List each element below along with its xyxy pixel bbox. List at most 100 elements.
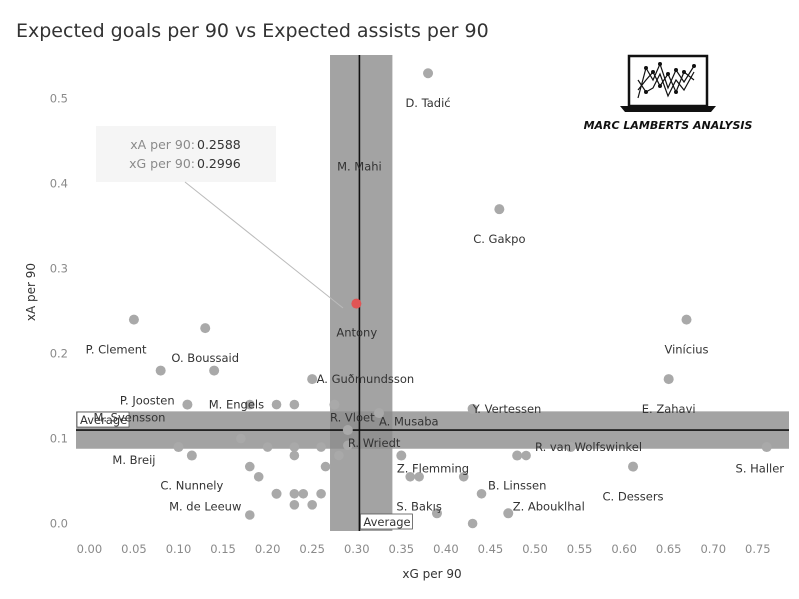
y-tick-label: 0.5	[50, 92, 68, 106]
y-tick-label: 0.4	[50, 177, 68, 191]
point-label: S. Bakış	[396, 500, 441, 514]
labels-layer: D. Tadić M. Mahi C. Gakpo Antony P. Clement O…	[86, 96, 785, 514]
data-point	[128, 314, 139, 325]
data-point	[396, 450, 407, 461]
data-point	[155, 365, 166, 376]
data-point	[271, 488, 282, 499]
highlighted-data-point	[351, 298, 362, 309]
point-label: S. Haller	[736, 461, 785, 475]
point-label: Antony	[336, 325, 377, 339]
y-axis-title: xA per 90	[24, 263, 38, 321]
data-point	[681, 314, 692, 325]
y-tick-label: 0.3	[50, 262, 68, 276]
point-label: M. de Leeuw	[169, 500, 241, 514]
data-point	[329, 399, 340, 410]
point-label: C. Gakpo	[473, 232, 525, 246]
data-point	[334, 450, 344, 461]
data-point	[761, 442, 772, 453]
x-tick-label: 0.70	[700, 542, 726, 556]
data-point	[289, 450, 300, 461]
average-x-label: Average	[360, 513, 413, 530]
data-point	[209, 365, 220, 376]
point-label: C. Nunnely	[160, 478, 223, 492]
data-point	[307, 374, 318, 385]
point-label: M. Engels	[209, 398, 264, 412]
data-point	[512, 450, 523, 461]
data-point	[343, 440, 353, 451]
data-point	[307, 500, 317, 510]
x-tick-label: 0.15	[210, 542, 236, 556]
tooltip-x-value: 0.2588	[197, 137, 241, 152]
point-label: R. Wriedt	[348, 436, 401, 450]
point-label: M. Svensson	[93, 410, 165, 424]
point-label: A. Guðmundsson	[317, 372, 415, 386]
x-tick-label: 0.30	[344, 542, 370, 556]
point-label: B. Linssen	[488, 478, 546, 492]
data-point	[374, 408, 385, 419]
x-axis-title: xG per 90	[402, 567, 461, 581]
point-label: Y. Vertessen	[472, 402, 542, 416]
x-tick-label: 0.60	[611, 542, 637, 556]
y-tick-label: 0.0	[50, 517, 68, 531]
data-point	[316, 442, 326, 452]
data-point	[503, 508, 514, 519]
data-point	[628, 461, 639, 472]
data-point	[289, 399, 300, 410]
data-point	[244, 510, 255, 520]
data-point	[262, 442, 273, 452]
data-point	[289, 442, 300, 452]
data-point	[173, 442, 184, 453]
axes-layer: Average Average 0.00 0.05 0.10 0.15 0.20 0.25 0.…	[24, 55, 789, 581]
point-label: R. Vloet	[330, 410, 375, 424]
data-point	[236, 433, 246, 444]
x-tick-label: 0.20	[255, 542, 281, 556]
data-point	[467, 403, 478, 414]
data-point	[298, 488, 309, 499]
data-point	[565, 442, 576, 453]
data-point	[476, 488, 487, 499]
point-label: C. Dessers	[603, 489, 664, 503]
x-tick-label: 0.65	[656, 542, 682, 556]
data-point	[405, 471, 416, 482]
data-point	[244, 399, 255, 410]
x-tick-label: 0.25	[299, 542, 325, 556]
point-label: D. Tadić	[405, 96, 450, 110]
x-tick-label: 0.05	[121, 542, 147, 556]
data-point	[182, 399, 193, 410]
brand-logo: MARC LAMBERTS ANALYSIS	[584, 54, 753, 132]
y-tick-label: 0.1	[50, 432, 68, 446]
data-point	[186, 450, 197, 461]
points-layer	[128, 68, 772, 529]
tooltip-x-key: xA per 90:	[130, 137, 195, 152]
data-point	[467, 518, 478, 529]
x-tick-label: 0.10	[166, 542, 192, 556]
data-point	[200, 323, 211, 334]
point-label: M. Mahi	[337, 160, 382, 174]
data-point	[494, 204, 505, 215]
x-tick-label: 0.45	[478, 542, 504, 556]
y-tick-label: 0.2	[50, 347, 68, 361]
tooltip-box	[96, 126, 276, 182]
average-y-label: Average	[76, 411, 130, 428]
data-point	[663, 374, 674, 385]
point-label: P. Joosten	[120, 393, 175, 407]
x-tick-label: 0.35	[389, 542, 415, 556]
data-point	[414, 471, 424, 482]
data-point	[289, 488, 300, 499]
data-point	[316, 488, 326, 499]
laptop-line-chart-icon	[620, 54, 716, 112]
x-tick-label: 0.55	[567, 542, 593, 556]
data-point	[253, 471, 264, 482]
x-tick-label: 0.50	[522, 542, 548, 556]
data-point	[431, 508, 442, 519]
chart-title: Expected goals per 90 vs Expected assist…	[16, 20, 489, 42]
point-label: E. Zahavi	[642, 402, 696, 416]
point-label: Vinícius	[664, 342, 708, 356]
data-point	[521, 450, 531, 461]
tooltip-leader-line	[184, 181, 344, 309]
point-label: Z. Flemming	[397, 461, 469, 475]
point-label: M. Breij	[112, 453, 155, 467]
data-point	[320, 461, 331, 472]
tooltip-y-key: xG per 90:	[129, 156, 195, 171]
